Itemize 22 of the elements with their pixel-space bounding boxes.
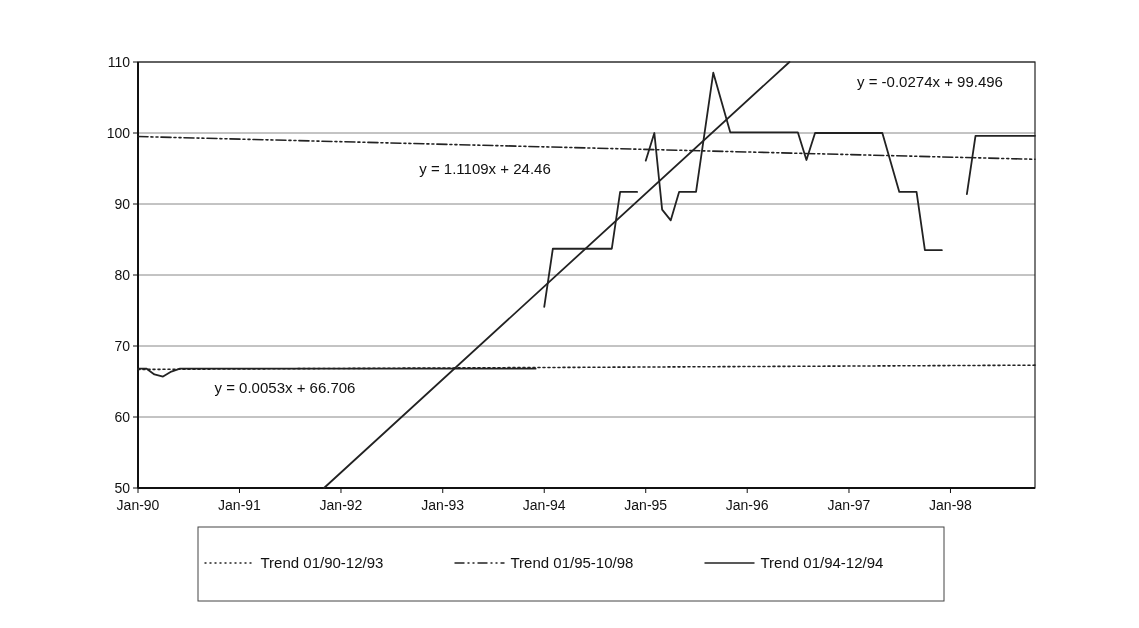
- y-tick-label: 50: [114, 479, 131, 496]
- x-tick-label: Jan-97: [827, 497, 871, 513]
- x-tick-label: Jan-96: [725, 497, 769, 513]
- legend-label: Trend 01/95-10/98: [510, 554, 634, 572]
- y-tick-label: 70: [114, 337, 131, 354]
- x-tick-label: Jan-92: [319, 497, 363, 513]
- x-tick-label: Jan-98: [929, 497, 973, 513]
- x-tick-label: Jan-90: [116, 497, 160, 513]
- y-tick-label: 80: [114, 266, 131, 283]
- legend-label: Trend 01/94-12/94: [760, 554, 884, 572]
- y-tick-label: 110: [107, 53, 131, 70]
- y-tick-label: 90: [114, 195, 131, 212]
- annotation: y = 0.0053x + 66.706: [214, 379, 356, 397]
- annotation: y = -0.0274x + 99.496: [857, 73, 1003, 91]
- x-tick-label: Jan-91: [218, 497, 262, 513]
- y-tick-label: 100: [106, 124, 131, 141]
- x-tick-label: Jan-93: [421, 497, 465, 513]
- legend-label: Trend 01/90-12/93: [260, 554, 384, 572]
- x-tick-label: Jan-95: [624, 497, 668, 513]
- annotation: y = 1.1109x + 24.46: [419, 160, 551, 178]
- y-tick-label: 60: [114, 408, 131, 425]
- x-tick-label: Jan-94: [522, 497, 566, 513]
